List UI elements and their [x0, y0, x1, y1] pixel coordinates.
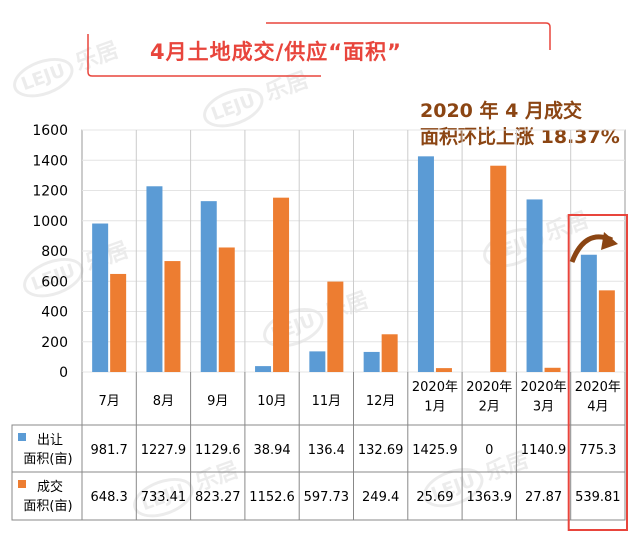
- supply-bar: [200, 201, 217, 372]
- table-value: 0: [485, 443, 493, 458]
- highlight-box: [567, 214, 629, 531]
- supply-bar: [146, 186, 163, 372]
- deal-bar: [435, 368, 452, 372]
- supply-bar: [92, 223, 109, 372]
- table-value: 648.3: [91, 490, 128, 505]
- category-label: 7月: [99, 394, 120, 409]
- table-value: 1140.9: [521, 443, 567, 458]
- deal-bar: [110, 273, 127, 372]
- y-tick-label: 1400: [32, 153, 68, 169]
- y-tick-label: 1600: [32, 123, 68, 139]
- legend-label: 面积(亩): [23, 498, 72, 514]
- category-label: 2020年 2月: [466, 380, 512, 415]
- deal-bar: [218, 247, 235, 372]
- deal-bar: [273, 197, 290, 372]
- trend-arrow-head-icon: [601, 232, 618, 250]
- table-value: 1152.6: [249, 490, 295, 505]
- category-label: 2020年 3月: [521, 380, 567, 415]
- y-tick-label: 800: [41, 244, 68, 260]
- annotation-line2: 面积环比上涨 18.37%: [420, 126, 620, 148]
- supply-bar: [309, 351, 326, 372]
- table-value: 132.69: [358, 443, 404, 458]
- legend-swatch: [18, 433, 26, 441]
- table-value: 1227.9: [141, 443, 187, 458]
- table-value: 823.27: [195, 490, 241, 505]
- deal-bar: [164, 261, 181, 372]
- table-value: 249.4: [362, 490, 399, 505]
- y-tick-label: 200: [41, 335, 68, 351]
- category-label: 8月: [153, 394, 174, 409]
- supply-bar: [417, 156, 434, 372]
- legend-swatch: [18, 480, 26, 488]
- category-label: 11月: [312, 394, 342, 409]
- table-value: 25.69: [416, 490, 453, 505]
- y-tick-label: 1000: [32, 214, 68, 230]
- table-value: 1425.9: [412, 443, 458, 458]
- legend-label: 面积(亩): [23, 451, 72, 467]
- category-label: 10月: [257, 394, 287, 409]
- deal-bar: [544, 367, 561, 372]
- table-value: 27.87: [525, 490, 562, 505]
- table-value: 981.7: [91, 443, 128, 458]
- y-tick-label: 1200: [32, 184, 68, 200]
- table-value: 597.73: [304, 490, 350, 505]
- table-value: 1129.6: [195, 443, 241, 458]
- table-value: 733.41: [141, 490, 187, 505]
- table-value: 539.81: [575, 490, 621, 505]
- table-value: 1363.9: [467, 490, 513, 505]
- category-label: 12月: [366, 394, 396, 409]
- y-tick-label: 400: [41, 305, 68, 321]
- legend-label: 出让: [37, 433, 63, 448]
- supply-bar: [526, 199, 543, 372]
- legend-label: 成交: [37, 479, 63, 495]
- chart-title: 4月土地成交/供应“面积”: [150, 40, 402, 64]
- title-frame: [87, 22, 551, 77]
- category-label: 2020年 1月: [412, 380, 458, 415]
- annotation-line1: 2020 年 4 月成交: [420, 100, 582, 122]
- deal-bar: [381, 334, 398, 372]
- supply-bar: [255, 366, 272, 372]
- table-value: 775.3: [579, 443, 616, 458]
- deal-bar: [490, 165, 507, 372]
- deal-bar: [327, 281, 344, 372]
- y-tick-label: 0: [59, 365, 68, 381]
- category-label: 2020年 4月: [575, 380, 621, 415]
- table-value: 38.94: [253, 443, 290, 458]
- annotation: 2020 年 4 月成交 面积环比上涨 18.37%: [420, 98, 620, 150]
- category-label: 9月: [207, 394, 228, 409]
- table-value: 136.4: [308, 443, 345, 458]
- supply-bar: [363, 351, 380, 372]
- y-tick-label: 600: [41, 274, 68, 290]
- supply-bar: [580, 254, 597, 372]
- deal-bar: [598, 290, 615, 372]
